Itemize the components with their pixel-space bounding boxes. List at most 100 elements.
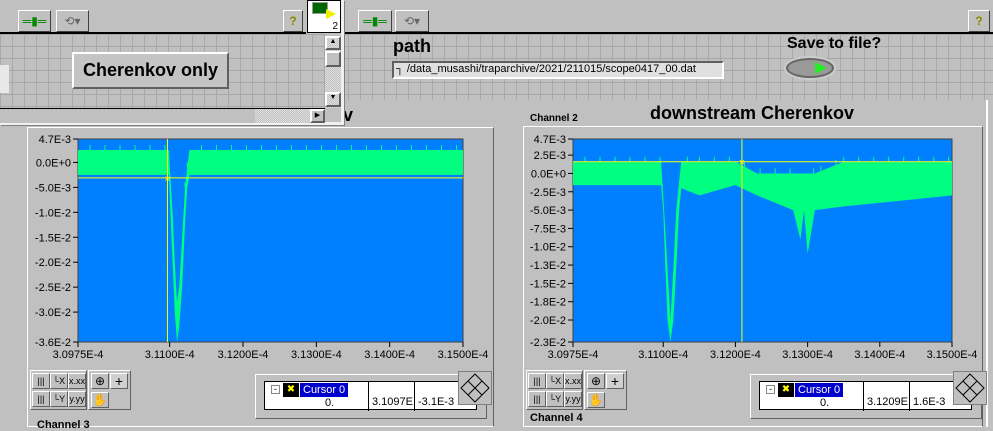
cursor-name[interactable]: Cursor 0 xyxy=(300,383,349,397)
y-tick-label: -2.5E-2 xyxy=(35,282,71,294)
align-distribute-icon: ═▮═ xyxy=(22,14,47,28)
crosshair-icon[interactable]: + xyxy=(606,373,624,389)
x-tick-label: 3.0975E-4 xyxy=(548,349,599,361)
zoom-icon[interactable]: ⊕ xyxy=(587,373,605,389)
align-objects-button[interactable]: ═▮═ xyxy=(18,10,51,32)
save-to-file-label: Save to file? xyxy=(787,35,882,52)
scale-palette: ||| └X x.xx ||| └Y y.yy xyxy=(30,370,87,410)
x-tick-label: 3.1400E-4 xyxy=(364,349,415,361)
help-icon: ? xyxy=(289,14,297,28)
scroll-down-button[interactable]: ▼ xyxy=(325,92,341,107)
y-tick-label: -7.5E-3 xyxy=(530,223,566,235)
x-format-button[interactable]: x.xx xyxy=(68,373,86,389)
reorder-button[interactable]: ⟲▾ xyxy=(395,10,429,32)
x-tick-label: 3.1100E-4 xyxy=(145,349,195,361)
crosshair-icon[interactable]: + xyxy=(110,373,128,389)
cursor-legend: - ✖ Cursor 0 0. 3.1209E 1.6E-3 xyxy=(750,371,987,419)
y-autoscale-button[interactable]: ||| xyxy=(528,391,546,407)
trace-band xyxy=(573,161,952,342)
chart-2-channel-label: Channel 2 xyxy=(530,113,578,124)
x-format-button[interactable]: x.xx xyxy=(564,373,582,389)
y-tick-label: -1.3E-2 xyxy=(530,260,566,272)
align-objects-button[interactable]: ═▮═ xyxy=(358,10,392,32)
help-button[interactable]: ? xyxy=(283,10,303,32)
panel-right-border xyxy=(986,100,993,427)
trace-band xyxy=(78,149,463,342)
front-window: ═▮═ ⟲▾ ? 2 Cherenkov only ▲ ▼ ▶ xyxy=(0,0,344,125)
y-tick-label: -3.0E-2 xyxy=(35,307,71,319)
cursor-index: 0. xyxy=(820,397,830,409)
y-autoscale-button[interactable]: ||| xyxy=(32,391,50,407)
save-to-file-toggle[interactable] xyxy=(786,58,834,78)
graph-tools-palette: ⊕ + ✋ xyxy=(88,370,131,410)
cursor-name[interactable]: Cursor 0 xyxy=(795,383,844,397)
x-tick-label: 3.1200E-4 xyxy=(218,349,269,361)
zoom-icon[interactable]: ⊕ xyxy=(91,373,109,389)
pan-hand-icon[interactable]: ✋ xyxy=(91,392,109,408)
x-tick-label: 3.1100E-4 xyxy=(638,349,688,361)
cursor-move-control[interactable] xyxy=(953,371,987,405)
y-format-button[interactable]: y.yy xyxy=(564,391,582,407)
chart-1[interactable]: 4.7E-3 0.0E+0 -5.0E-3 -1.0E-2 -1.5E-2 -2.0E-2… xyxy=(0,0,500,370)
y-tick-label: -5.0E-3 xyxy=(530,205,566,217)
x-autoscale-button[interactable]: ||| xyxy=(32,373,50,389)
cursor-x-value[interactable]: 3.1097E xyxy=(368,382,414,411)
collapse-icon[interactable]: - xyxy=(766,385,775,394)
y-tick-label: -3.6E-2 xyxy=(35,337,71,349)
x-tick-label: 3.1500E-4 xyxy=(927,349,978,361)
cursor-y-value[interactable]: -3.1E-3 xyxy=(414,382,460,411)
cursor-style-icon[interactable]: ✖ xyxy=(778,383,794,397)
front-window-toolbar xyxy=(0,0,306,34)
y-tick-label: 0.0E+0 xyxy=(531,168,566,180)
scroll-right-button[interactable]: ▶ xyxy=(310,109,325,123)
x-tick-label: 3.1200E-4 xyxy=(710,349,761,361)
help-button[interactable]: ? xyxy=(968,10,990,32)
chart-2[interactable]: 4.7E-3 2.5E-3 0.0E+0 -2.5E-3 -5.0E-3 -7.5E-3 -… xyxy=(500,0,993,370)
graph-tools-palette: ⊕ + ✋ xyxy=(584,370,627,410)
y-tick-label: -2.5E-3 xyxy=(530,187,566,199)
y-tick-label: -1.8E-2 xyxy=(530,297,566,309)
y-tick-label: 2.5E-3 xyxy=(534,150,566,162)
y-tick-label: -1.0E-2 xyxy=(530,242,566,254)
cherenkov-only-button[interactable]: Cherenkov only xyxy=(72,52,229,89)
x-tick-label: 3.1500E-4 xyxy=(438,349,489,361)
y-tick-label: 4.7E-3 xyxy=(534,134,566,146)
channel-4-label: Channel 4 xyxy=(530,412,583,424)
cursor-move-control[interactable] xyxy=(458,371,492,405)
y-format-button[interactable]: y.yy xyxy=(68,391,86,407)
path-value: /data_musashi/traparchive/2021/211015/sc… xyxy=(406,63,696,75)
y-tick-label: -1.5E-2 xyxy=(35,232,71,244)
x-autoscale-button[interactable]: ||| xyxy=(528,373,546,389)
x-scale-lock-icon[interactable]: └X xyxy=(546,373,564,389)
vi-icon: 2 xyxy=(307,0,341,33)
cursor-legend: - ✖ Cursor 0 0. 3.1097E -3.1E-3 xyxy=(255,371,492,419)
x-tick-label: 3.1300E-4 xyxy=(782,349,833,361)
x-scale-lock-icon[interactable]: └X xyxy=(50,373,68,389)
vertical-scrollbar[interactable]: ▲ ▼ xyxy=(325,36,341,108)
cursor-marker-icon: × xyxy=(165,174,171,185)
x-tick-label: 3.1400E-4 xyxy=(854,349,905,361)
cursor-style-icon[interactable]: ✖ xyxy=(283,383,299,397)
help-icon: ? xyxy=(975,14,983,28)
path-browse-icon: ┐ xyxy=(396,63,404,75)
y-tick-label: 0.0E+0 xyxy=(36,157,71,169)
path-field[interactable]: ┐ /data_musashi/traparchive/2021/211015/… xyxy=(392,61,724,79)
pan-hand-icon[interactable]: ✋ xyxy=(587,392,605,408)
cursor-marker-icon: × xyxy=(739,158,745,169)
cursor-x-value[interactable]: 3.1209E xyxy=(863,382,909,411)
collapse-icon[interactable]: - xyxy=(271,385,280,394)
y-tick-label: -2.3E-2 xyxy=(530,337,566,349)
y-tick-label: 4.7E-3 xyxy=(39,134,71,146)
reorder-icon: ⟲▾ xyxy=(403,14,421,28)
partial-control xyxy=(0,65,9,93)
scroll-thumb[interactable] xyxy=(325,51,341,67)
align-distribute-icon: ═▮═ xyxy=(363,14,387,28)
horizontal-scrollbar[interactable]: ▶ xyxy=(0,108,325,123)
reorder-button[interactable]: ⟲▾ xyxy=(56,10,89,32)
chart-2-title: downstream Cherenkov xyxy=(650,103,855,123)
scroll-up-button[interactable]: ▲ xyxy=(325,36,341,50)
y-scale-lock-icon[interactable]: └Y xyxy=(50,391,68,407)
cursor-y-value[interactable]: 1.6E-3 xyxy=(909,382,955,411)
y-scale-lock-icon[interactable]: └Y xyxy=(546,391,564,407)
path-label: path xyxy=(393,36,431,56)
